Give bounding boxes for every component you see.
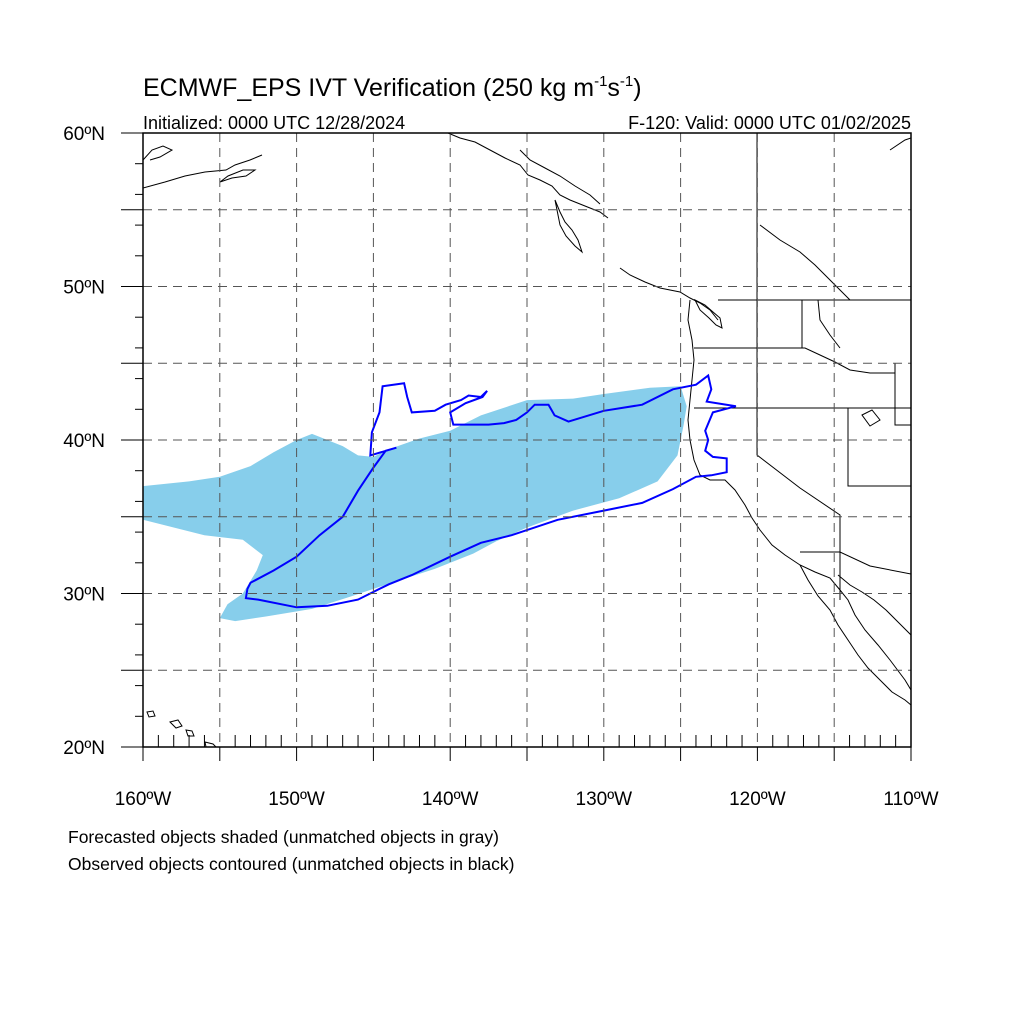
observed-note: Observed objects contoured (unmatched ob… bbox=[68, 854, 515, 874]
initialized-subtitle: Initialized: 0000 UTC 12/28/2024 bbox=[143, 113, 405, 133]
longitude-label: 130ºW bbox=[576, 789, 633, 810]
forecast-object-shading bbox=[143, 386, 687, 622]
latitude-label: 40ºN bbox=[63, 431, 105, 452]
valid-subtitle: F-120: Valid: 0000 UTC 01/02/2025 bbox=[628, 113, 911, 133]
forecast-note: Forecasted objects shaded (unmatched obj… bbox=[68, 827, 499, 847]
latitude-label: 60ºN bbox=[63, 124, 105, 145]
graticule bbox=[143, 133, 911, 747]
longitude-label: 120ºW bbox=[729, 789, 786, 810]
latitude-label: 50ºN bbox=[63, 278, 105, 299]
map-plot-area: 20ºN 30ºN 40ºN 50ºN 60ºN 160ºW 150ºW 140ºW 130ºW… bbox=[63, 124, 938, 810]
longitude-label: 160ºW bbox=[115, 789, 172, 810]
observed-object-contour bbox=[244, 373, 737, 609]
longitude-label: 150ºW bbox=[268, 789, 325, 810]
map-title: ECMWF_EPS IVT Verification (250 kg m-1s-… bbox=[143, 73, 642, 102]
longitude-label: 140ºW bbox=[422, 789, 479, 810]
latitude-label: 30ºN bbox=[63, 585, 105, 606]
axis-ticks bbox=[121, 132, 912, 761]
latitude-label: 20ºN bbox=[63, 738, 105, 759]
coastlines-and-borders bbox=[143, 133, 911, 747]
axis-tick-labels: 20ºN 30ºN 40ºN 50ºN 60ºN 160ºW 150ºW 140ºW 130ºW… bbox=[63, 124, 938, 810]
longitude-label: 110ºW bbox=[883, 789, 938, 810]
